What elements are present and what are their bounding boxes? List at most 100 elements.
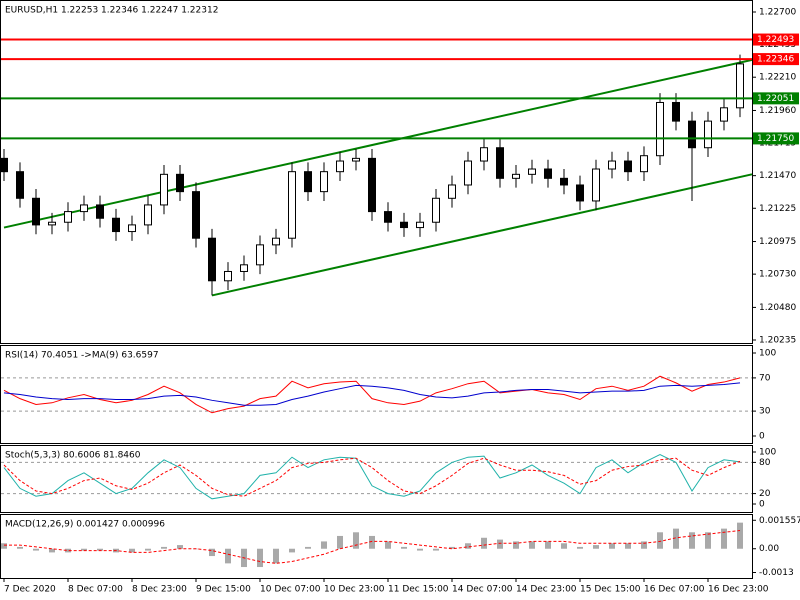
candle-body <box>208 237 216 282</box>
histogram-bar <box>577 546 583 549</box>
x-tick-label: 11 Dec 15:00 <box>388 585 449 595</box>
candle-body <box>496 147 504 179</box>
candle-body <box>272 237 280 246</box>
price-tag <box>753 132 799 145</box>
indicator-line <box>3 454 741 500</box>
histogram-bar <box>337 535 343 549</box>
panel-title: EURUSD,H1 1.22253 1.22346 1.22247 1.2231… <box>5 6 218 16</box>
y-tick-label: 1.20975 <box>759 237 796 247</box>
candle-body <box>256 244 264 266</box>
candle-body <box>112 217 120 233</box>
x-tick-label: 8 Dec 07:00 <box>68 585 123 595</box>
candle-body <box>592 168 600 202</box>
candle-body <box>80 204 88 213</box>
y-tick-label: 20 <box>759 489 771 499</box>
x-tick-label: 16 Dec 23:00 <box>708 585 769 595</box>
histogram-bar <box>401 546 407 549</box>
x-tick-label: 10 Dec 23:00 <box>324 585 385 595</box>
candle-body <box>688 120 696 149</box>
candle-body <box>672 101 680 122</box>
histogram-bar <box>305 546 311 549</box>
candle-body <box>640 155 648 173</box>
price-tag-label: 1.22346 <box>757 55 794 65</box>
candle-body <box>352 157 360 162</box>
x-tick-label: 16 Dec 07:00 <box>644 585 705 595</box>
candle-body <box>240 264 248 272</box>
histogram-bar <box>225 548 231 564</box>
histogram-bar <box>145 548 151 551</box>
histogram-bar <box>449 546 455 549</box>
x-tick-label: 15 Dec 15:00 <box>580 585 641 595</box>
y-tick-label: 0 <box>759 500 765 510</box>
candle-body <box>320 171 328 193</box>
y-tick-label: 1.21225 <box>759 204 796 214</box>
x-tick-label: 14 Dec 23:00 <box>516 585 577 595</box>
histogram-bar <box>657 532 663 549</box>
candle-body <box>64 211 72 223</box>
candle-body <box>160 173 168 206</box>
trend-line <box>3 58 753 229</box>
histogram-bar <box>289 548 295 553</box>
trend-line <box>211 173 753 297</box>
histogram-bar <box>545 541 551 549</box>
histogram-bar <box>641 541 647 549</box>
histogram-bar <box>161 546 167 549</box>
candle-body <box>528 168 536 175</box>
histogram-bar <box>497 539 503 549</box>
histogram-bar <box>353 532 359 549</box>
price-tag <box>753 33 799 46</box>
histogram-bar <box>81 548 87 551</box>
x-tick-label: 7 Dec 2020 <box>4 585 56 595</box>
histogram-bar <box>97 548 103 551</box>
candle-body <box>16 171 24 199</box>
candle-body <box>576 184 584 202</box>
panel-title: MACD(12,26,9) 0.001427 0.000996 <box>5 520 165 530</box>
candle-body <box>464 160 472 186</box>
panel-frame <box>0 345 753 444</box>
candle-body <box>736 63 744 109</box>
histogram-bar <box>273 548 279 564</box>
candle-body <box>0 157 8 173</box>
y-tick-label: 1.22700 <box>759 8 796 18</box>
x-tick-label: 14 Dec 07:00 <box>452 585 513 595</box>
y-tick-label: -0.0013 <box>759 568 794 578</box>
histogram-bar <box>609 543 615 549</box>
y-tick-label: 1.22210 <box>759 73 796 83</box>
price-tag <box>753 92 799 105</box>
candle-body <box>480 147 488 162</box>
histogram-bar <box>561 543 567 549</box>
y-tick-label: 0.001557 <box>759 516 800 526</box>
histogram-bar <box>673 528 679 549</box>
candle-body <box>608 160 616 170</box>
histogram-bar <box>481 537 487 549</box>
price-tag-label: 1.21750 <box>757 134 794 144</box>
y-tick-label: 80 <box>759 458 771 468</box>
histogram-bar <box>385 541 391 549</box>
y-tick-label: 0.00 <box>759 544 779 554</box>
price-tag-label: 1.22051 <box>757 94 794 104</box>
indicator-line <box>4 530 741 564</box>
histogram-bar <box>209 548 215 557</box>
candle-body <box>416 221 424 229</box>
y-tick-label: 1.20730 <box>759 270 796 280</box>
histogram-bar <box>33 548 39 551</box>
candle-body <box>432 197 440 223</box>
indicator-line <box>3 457 741 497</box>
candle-body <box>656 101 664 157</box>
candle-body <box>224 270 232 282</box>
histogram-bar <box>17 546 23 549</box>
panel-title: Stoch(5,3,3) 80.6006 81.8460 <box>5 451 141 461</box>
candle-body <box>176 173 184 193</box>
candle-body <box>560 177 568 186</box>
histogram-bar <box>369 535 375 549</box>
y-tick-label: 100 <box>759 448 776 458</box>
candle-body <box>704 120 712 149</box>
histogram-bar <box>737 522 743 549</box>
histogram-bar <box>705 532 711 549</box>
candle-body <box>32 197 40 226</box>
candle-body <box>368 157 376 213</box>
histogram-bar <box>513 541 519 549</box>
candle-body <box>304 171 312 193</box>
candle-body <box>336 160 344 173</box>
